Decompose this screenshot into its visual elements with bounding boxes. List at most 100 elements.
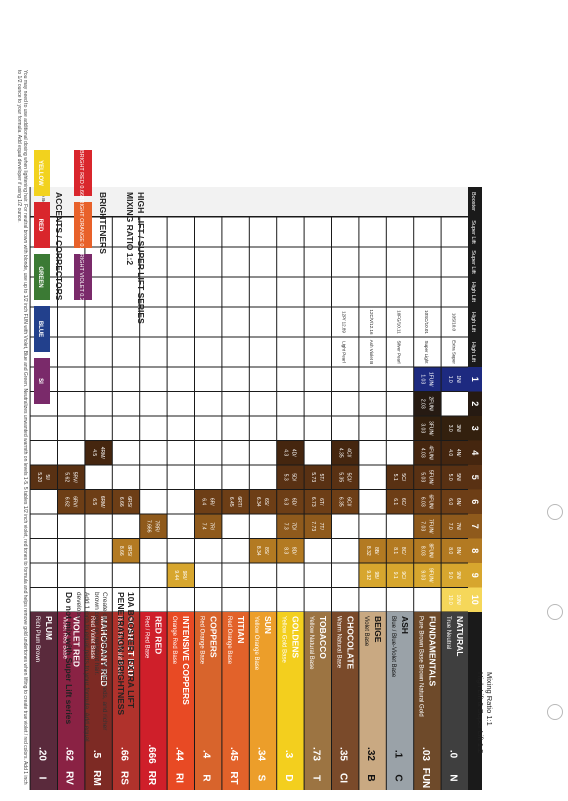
high-lift-cell: [441, 277, 468, 307]
series-base: Red Orange Base: [226, 616, 232, 665]
shade-cell: [194, 465, 222, 489]
shade-cell: [194, 441, 222, 465]
series-tone: .35: [338, 747, 349, 761]
shade-cell: [304, 539, 331, 563]
series-band: [112, 612, 140, 790]
series-code: RT: [228, 771, 239, 784]
level-header-cell: [468, 538, 482, 563]
high-lift-cell: [304, 277, 331, 307]
accent-swatch: [34, 306, 50, 352]
shade-cell: [386, 441, 414, 465]
shade-cell: [112, 588, 140, 612]
series-band: [359, 612, 386, 790]
high-lift-cell: [359, 307, 386, 337]
shade-code: 9FUN/: [428, 568, 434, 583]
shade-cell: [304, 490, 331, 514]
shade-code: 5D/: [291, 473, 297, 481]
shade-cell: [414, 441, 441, 465]
high-lift-header: High Lift: [470, 342, 476, 363]
high-lift-cell: [194, 337, 222, 367]
shade-number: 4.5: [91, 449, 97, 456]
level-header-number: 5: [470, 475, 480, 480]
series-name: GOLDENS: [291, 616, 301, 658]
high-lift-cell: [222, 277, 249, 307]
series-base: Orange Red Base: [171, 616, 177, 665]
shade-cell: [277, 441, 304, 465]
shade-code: 7T/: [318, 523, 324, 531]
shade-cell: [112, 465, 140, 489]
series-band: [304, 612, 331, 790]
series-band: [57, 612, 85, 790]
shade-cell: [304, 514, 331, 538]
shade-code: 6CI/: [345, 497, 351, 507]
shade-number: 9.32: [365, 570, 371, 580]
shade-cell: [304, 367, 331, 391]
shade-cell: [167, 539, 194, 563]
shade-code: 8N/: [455, 547, 461, 555]
shade-cell: [140, 514, 167, 538]
shade-cell: [331, 392, 359, 416]
shade-cell: [386, 367, 414, 391]
high-lift-cell: [140, 217, 167, 247]
high-lift-cell: [140, 307, 167, 337]
booster-title: 10A BOOSTER - EXTRA LIFT PENETRATION / B…: [116, 592, 136, 716]
shade-cell: [249, 490, 277, 514]
shade-number: 6.5: [91, 498, 97, 505]
shade-cell: [331, 539, 359, 563]
high-lift-cell: [57, 337, 85, 367]
high-lift-cell: [167, 247, 194, 277]
series-band: [167, 612, 194, 790]
high-lift-cell: [167, 337, 194, 367]
series-base: Violet Base: [363, 616, 369, 647]
shade-cell: [386, 539, 414, 563]
series-band: [277, 612, 304, 790]
shade-cell: [359, 416, 386, 440]
accents-title: ACCENTS / CORRECTORS: [54, 192, 64, 301]
series-tone: .5: [91, 750, 102, 759]
high-lift-cell: [112, 277, 140, 307]
shade-number: 5.35: [337, 472, 343, 482]
series-name: FUNDAMENTALS: [428, 616, 438, 687]
shade-cell: [386, 514, 414, 538]
series-code: RV: [64, 771, 75, 785]
shade-cell: [140, 539, 167, 563]
accent-swatch: [34, 202, 50, 248]
shade-cell: [441, 392, 468, 416]
shade-code: 7FUN/: [428, 519, 434, 534]
shade-number: 2.03: [420, 399, 426, 409]
shade-code: 9C/: [400, 571, 406, 579]
series-base: Red Orange Base: [198, 616, 204, 665]
level-header-cell: [468, 367, 482, 392]
series-base: Red / Red-Violet Base: [116, 616, 122, 676]
shade-cell: [194, 490, 222, 514]
shade-cell: [414, 490, 441, 514]
shade-cell: [222, 514, 249, 538]
series-base: Blue / Blue-Violet Base: [390, 616, 396, 678]
shade-cell: [167, 465, 194, 489]
shade-number: 1.03: [420, 374, 426, 384]
shade-cell: [249, 392, 277, 416]
shade-code: 6RM/: [99, 496, 105, 509]
high-lift-value: Ash Violet B: [369, 340, 374, 364]
high-lift-cell: [222, 337, 249, 367]
shade-number: 10.0: [447, 595, 453, 605]
shade-cell: [277, 490, 304, 514]
high-lift-cell: [194, 307, 222, 337]
series-tone: .3: [283, 750, 294, 759]
high-lift-cell: [331, 337, 359, 367]
footnote: You may need to use additional dosing wh…: [16, 70, 28, 785]
series-name: SUN: [263, 616, 273, 634]
series-band: [140, 612, 167, 790]
high-lift-cell: [441, 247, 468, 277]
shade-code: 6C/: [400, 498, 406, 506]
shade-number: 7.666: [146, 520, 152, 533]
shade-code: 5I/: [44, 474, 50, 480]
series-name: MAHOGANY RED: [99, 616, 109, 687]
high-lift-cell: [140, 277, 167, 307]
shade-number: 4.35: [337, 448, 343, 458]
shade-cell: [30, 465, 57, 489]
series-code: CI: [338, 773, 349, 783]
series-base: True Neutral: [445, 616, 451, 649]
high-lift-cell: [386, 247, 414, 277]
shade-cell: [167, 490, 194, 514]
